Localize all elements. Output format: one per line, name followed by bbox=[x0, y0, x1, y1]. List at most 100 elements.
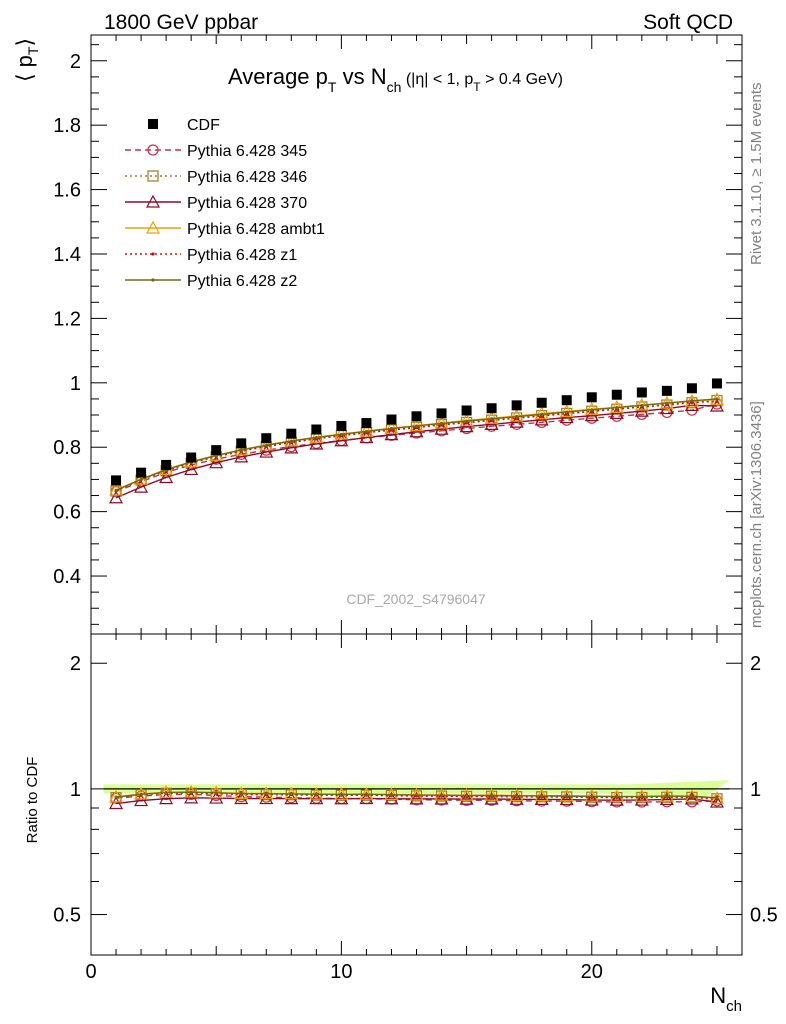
ratio-marker bbox=[509, 788, 524, 802]
ratio-marker bbox=[690, 794, 694, 798]
series-marker bbox=[389, 426, 394, 431]
series-marker bbox=[484, 410, 499, 424]
y-tick-label: 1.6 bbox=[53, 180, 81, 202]
ratio-y-tick-label: 2 bbox=[70, 653, 81, 675]
cdf-point bbox=[611, 389, 622, 400]
y-tick-label: 0.4 bbox=[53, 566, 81, 588]
process-label: Soft QCD bbox=[643, 11, 733, 34]
ratio-marker bbox=[239, 792, 243, 796]
series-marker bbox=[139, 477, 143, 482]
y-tick-label: 1 bbox=[70, 373, 81, 395]
ratio-marker bbox=[359, 786, 374, 800]
series-marker bbox=[209, 455, 224, 469]
analysis-watermark: CDF_2002_S4796047 bbox=[346, 591, 486, 607]
legend-marker bbox=[147, 170, 159, 182]
series-marker bbox=[690, 399, 694, 403]
y-tick-label: 1.2 bbox=[53, 308, 81, 330]
cdf-point bbox=[361, 418, 372, 429]
cdf-point bbox=[336, 420, 347, 431]
ratio-marker bbox=[184, 784, 199, 798]
series-line bbox=[115, 404, 717, 499]
ratio-marker bbox=[534, 792, 549, 806]
ratio-marker bbox=[559, 788, 574, 802]
series-marker bbox=[364, 429, 369, 434]
series-marker bbox=[134, 479, 149, 493]
series-marker bbox=[459, 419, 474, 433]
series-marker bbox=[239, 448, 243, 452]
series-marker bbox=[109, 490, 124, 504]
series-marker bbox=[159, 470, 174, 484]
series-marker bbox=[715, 399, 719, 404]
cdf-point bbox=[386, 414, 397, 425]
main-panel: 0.4 0.6 0.8 1 1.2 1.4 1.6 1.8 2 bbox=[53, 34, 743, 955]
cdf-point bbox=[186, 452, 197, 463]
legend-label: CDF bbox=[187, 117, 220, 134]
ratio-marker bbox=[634, 792, 649, 806]
ratio-marker bbox=[490, 793, 494, 798]
ratio-marker bbox=[534, 788, 549, 802]
cdf-point bbox=[136, 467, 147, 478]
ratio-y-tick-label-right: 0.5 bbox=[750, 905, 778, 927]
cdf-point bbox=[461, 405, 472, 416]
series-marker bbox=[609, 406, 624, 420]
cdf-point bbox=[411, 411, 422, 422]
series-marker bbox=[309, 436, 324, 450]
legend-marker bbox=[151, 252, 155, 256]
series-marker bbox=[540, 412, 544, 416]
series-marker bbox=[584, 401, 599, 415]
cdf-point bbox=[686, 383, 697, 394]
ratio-marker bbox=[459, 791, 474, 805]
series-marker bbox=[665, 401, 669, 405]
ratio-y-tick-label-right: 2 bbox=[750, 653, 761, 675]
legend-marker-cdf bbox=[148, 119, 158, 129]
ratio-marker bbox=[289, 792, 293, 796]
ratio-marker bbox=[590, 794, 594, 799]
series-marker bbox=[264, 443, 268, 447]
series-marker bbox=[439, 421, 444, 425]
ratio-marker bbox=[615, 794, 619, 799]
cdf-point bbox=[636, 387, 647, 398]
ratio-marker bbox=[159, 791, 174, 805]
legend-label: Pythia 6.428 z2 bbox=[187, 273, 297, 290]
ratio-marker bbox=[164, 790, 168, 795]
legend-label: Pythia 6.428 370 bbox=[187, 195, 307, 212]
cdf-point bbox=[711, 378, 722, 389]
ratio-marker bbox=[284, 786, 299, 800]
series-marker bbox=[509, 408, 524, 422]
series-marker bbox=[559, 410, 574, 424]
series-marker bbox=[339, 432, 343, 436]
ratio-marker bbox=[109, 796, 124, 810]
x-tick-label: 20 bbox=[581, 961, 603, 983]
ratio-marker bbox=[359, 791, 374, 805]
series-marker bbox=[484, 417, 499, 430]
series-marker bbox=[634, 403, 649, 417]
ratio-marker bbox=[189, 790, 193, 794]
series-marker bbox=[359, 430, 374, 444]
ratio-y-tick-label: 1 bbox=[70, 779, 81, 801]
legend-marker bbox=[145, 194, 161, 208]
cdf-point bbox=[111, 475, 122, 486]
series-marker bbox=[184, 462, 199, 476]
mcplots-label: mcplots.cern.ch [arXiv:1306.3436] bbox=[748, 401, 765, 628]
legend-label: Pythia 6.428 z1 bbox=[187, 247, 297, 264]
ratio-marker bbox=[640, 794, 644, 799]
series-marker bbox=[515, 415, 519, 419]
series-marker bbox=[114, 488, 118, 492]
legend-marker bbox=[151, 278, 155, 282]
ratio-marker bbox=[139, 792, 143, 796]
ratio-marker bbox=[364, 792, 369, 796]
ratio-marker bbox=[540, 794, 544, 798]
legend-label: Pythia 6.428 346 bbox=[187, 169, 307, 186]
series-marker bbox=[534, 412, 549, 426]
cdf-point bbox=[236, 438, 247, 449]
legend-marker bbox=[145, 220, 161, 234]
cdf-point bbox=[211, 445, 222, 456]
series-marker bbox=[110, 485, 122, 497]
cdf-point bbox=[486, 403, 497, 414]
y-tick-label: 1.8 bbox=[53, 115, 81, 137]
series-marker bbox=[559, 404, 574, 418]
series-marker bbox=[509, 414, 524, 428]
cdf-point bbox=[586, 392, 597, 403]
series-marker bbox=[464, 419, 469, 423]
